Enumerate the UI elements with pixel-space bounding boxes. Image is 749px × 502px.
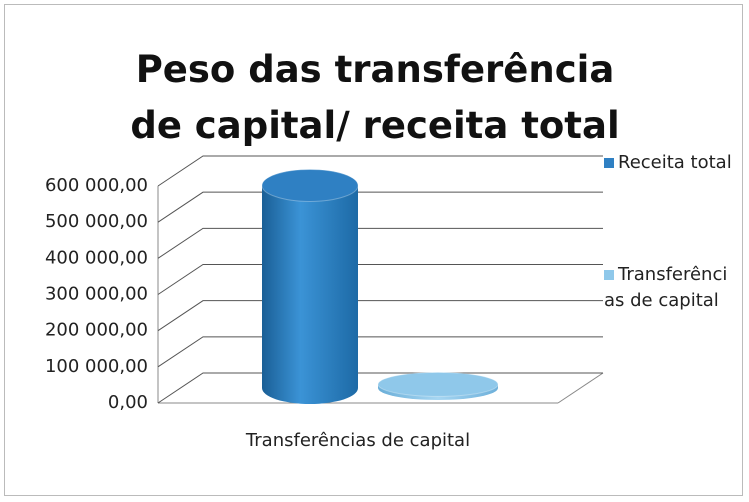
cylinder bbox=[261, 168, 359, 404]
legend-swatch bbox=[604, 158, 614, 168]
cylinder-top bbox=[377, 371, 499, 397]
y-tick-label: 500 000,00 bbox=[45, 211, 148, 232]
grid-line bbox=[157, 191, 603, 223]
legend-label: Transferências de capital bbox=[604, 264, 728, 311]
grid-line bbox=[157, 300, 603, 332]
grid-line bbox=[157, 372, 603, 404]
grid-line bbox=[157, 227, 603, 259]
y-tick-label: 200 000,00 bbox=[45, 320, 148, 341]
chart-title: Peso das transferência de capital/ recei… bbox=[130, 48, 620, 147]
cylinder bbox=[377, 371, 499, 400]
legend-label: Receita total bbox=[618, 152, 732, 173]
legend-swatch bbox=[604, 270, 614, 280]
y-tick-label: 400 000,00 bbox=[45, 247, 148, 268]
x-tick-label: Transferências de capital bbox=[245, 430, 470, 451]
y-tick-label: 100 000,00 bbox=[45, 356, 148, 377]
y-tick-label: 0,00 bbox=[108, 392, 148, 413]
grid-line bbox=[157, 155, 603, 187]
cylinder-body bbox=[262, 185, 358, 404]
y-tick-label: 300 000,00 bbox=[45, 284, 148, 305]
grid-line bbox=[157, 336, 603, 368]
axis-line bbox=[557, 372, 604, 404]
cylinder-top bbox=[261, 168, 359, 202]
legend-entry: Transferências de capital bbox=[604, 262, 732, 314]
legend-entry: Receita total bbox=[604, 150, 744, 176]
y-tick-label: 600 000,00 bbox=[45, 175, 148, 196]
chart-frame bbox=[4, 4, 743, 496]
grid-line bbox=[157, 264, 603, 295]
